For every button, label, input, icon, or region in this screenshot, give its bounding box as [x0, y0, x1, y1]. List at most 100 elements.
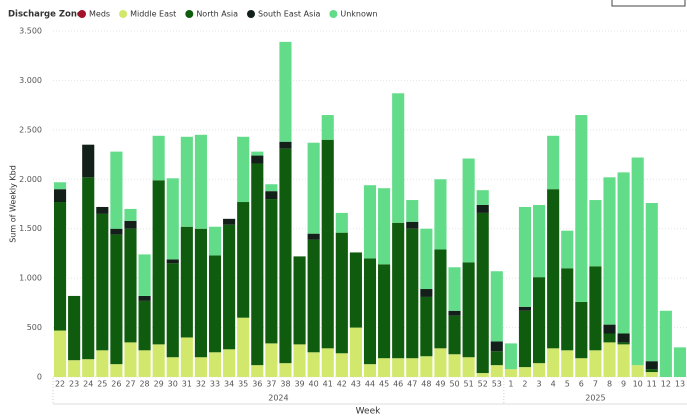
- bar-segment: [321, 348, 334, 377]
- bar-segment: [378, 264, 391, 359]
- bar-segment: [166, 263, 179, 358]
- bar-segment: [589, 350, 602, 377]
- bar-segment: [476, 212, 489, 374]
- x-tick-label: 6: [579, 380, 584, 389]
- bar-segment: [321, 139, 334, 349]
- bar-segment: [645, 369, 658, 373]
- x-tick-label: 44: [365, 380, 375, 389]
- bar-segment: [180, 337, 193, 377]
- bar-segment: [265, 199, 278, 344]
- bar-segment: [603, 333, 616, 343]
- bar-segment: [293, 256, 306, 345]
- bar-segment: [462, 262, 475, 358]
- x-tick-label: 31: [182, 380, 192, 389]
- x-tick-label: 28: [139, 380, 149, 389]
- bar-segment: [392, 358, 405, 377]
- legend-label: North Asia: [196, 10, 238, 19]
- x-tick-label: 4: [551, 380, 556, 389]
- legend-swatch: [185, 10, 194, 18]
- bar-segment: [575, 115, 588, 302]
- legend-label: Unknown: [340, 10, 377, 19]
- bar-segment: [363, 258, 377, 365]
- x-tick-label: 25: [97, 380, 107, 389]
- x-tick-label: 22: [55, 380, 65, 389]
- bar-segment: [533, 363, 546, 377]
- x-group-label: 2025: [585, 394, 605, 403]
- x-tick-label: 7: [593, 380, 598, 389]
- bar-segment: [53, 182, 67, 190]
- bar-segment: [180, 226, 193, 338]
- bar-segment: [307, 239, 320, 353]
- bar-segment: [194, 357, 207, 377]
- x-tick-label: 23: [69, 380, 79, 389]
- bar-segment: [208, 352, 222, 377]
- bar-segment: [476, 373, 489, 377]
- y-tick-label: 2.000: [19, 175, 42, 184]
- y-tick-label: 0: [37, 373, 42, 382]
- bar-segment: [406, 200, 419, 222]
- bar-segment: [589, 200, 602, 267]
- bar-segment: [490, 351, 503, 366]
- bar-segment: [603, 177, 616, 325]
- bar-segment: [434, 179, 447, 250]
- bar-segment: [420, 296, 433, 357]
- x-tick-label: 33: [210, 380, 220, 389]
- bar-segment: [561, 268, 574, 351]
- bar-segment: [378, 188, 391, 265]
- bar-segment: [265, 184, 278, 192]
- bar-segment: [490, 271, 503, 342]
- x-tick-label: 10: [633, 380, 643, 389]
- bar-segment: [617, 333, 630, 343]
- bar-segment: [561, 230, 574, 269]
- x-tick-label: 5: [565, 380, 570, 389]
- bar-segment: [603, 342, 616, 377]
- bar-segment: [575, 358, 588, 377]
- bar-segment: [96, 213, 109, 351]
- bar-segment: [138, 300, 151, 351]
- bar-segment: [152, 344, 165, 377]
- y-tick-label: 1.000: [19, 274, 42, 283]
- bar-segment: [321, 115, 334, 140]
- bar-segment: [518, 310, 532, 368]
- x-tick-label: 26: [111, 380, 121, 389]
- bar-segment: [645, 361, 658, 370]
- x-tick-label: 1: [508, 380, 513, 389]
- bar-segment: [363, 185, 377, 259]
- bar-segment: [420, 356, 433, 377]
- bar-segment: [166, 178, 179, 260]
- y-tick-label: 2.500: [19, 125, 42, 134]
- bar-segment: [617, 172, 630, 334]
- bar-segment: [307, 142, 320, 234]
- bar-segment: [279, 148, 292, 364]
- x-tick-label: 24: [83, 380, 93, 389]
- bar-segment: [476, 190, 489, 205]
- bar-segment: [237, 202, 250, 318]
- bar-segment: [448, 354, 461, 377]
- bar-segment: [420, 228, 433, 290]
- x-tick-label: 50: [449, 380, 459, 389]
- x-tick-label: 9: [621, 380, 626, 389]
- bar-segment: [378, 358, 391, 377]
- bar-segment: [420, 289, 433, 297]
- legend-swatch: [247, 10, 255, 18]
- bar-segment: [349, 252, 362, 328]
- x-tick-label: 46: [393, 380, 403, 389]
- bar-segment: [96, 206, 109, 214]
- bar-segment: [194, 134, 207, 229]
- x-tick-label: 43: [351, 380, 361, 389]
- bar-segment: [124, 208, 137, 221]
- bar-segment: [448, 310, 461, 316]
- x-tick-label: 53: [492, 380, 502, 389]
- bar-segment: [166, 357, 179, 377]
- x-group-label: 2024: [268, 394, 288, 403]
- bar-segment: [518, 206, 532, 307]
- bar-segment: [307, 233, 320, 240]
- x-tick-label: 34: [224, 380, 234, 389]
- bar-segment: [490, 365, 503, 377]
- bar-segment: [448, 267, 461, 311]
- bar-segment: [547, 189, 560, 349]
- y-tick-label: 3.000: [19, 76, 42, 85]
- bar-segment: [448, 315, 461, 355]
- bar-segment: [307, 352, 320, 377]
